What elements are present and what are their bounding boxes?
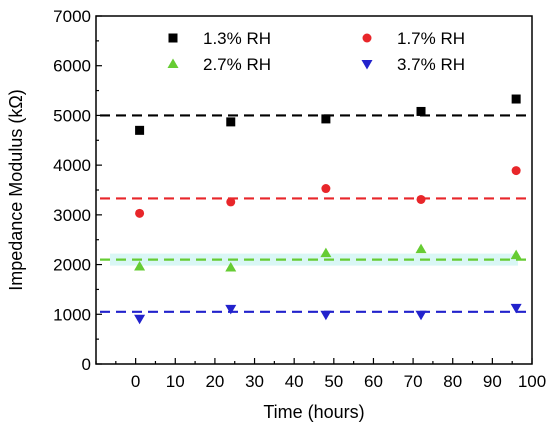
y-axis: 0 1000 2000 3000 4000 5000 6000 7000 xyxy=(53,7,102,374)
legend-label: 1.3% RH xyxy=(203,29,271,48)
x-tick-label: 30 xyxy=(245,372,264,391)
data-point xyxy=(226,117,236,127)
data-point xyxy=(416,194,426,204)
x-tick-label: 50 xyxy=(324,372,343,391)
legend-label: 1.7% RH xyxy=(397,29,465,48)
y-tick-label: 2000 xyxy=(53,256,91,275)
data-point xyxy=(135,208,145,218)
y-tick-label: 0 xyxy=(82,355,91,374)
data-point xyxy=(321,184,331,194)
data-point xyxy=(225,262,237,272)
y-tick-label: 6000 xyxy=(53,57,91,76)
x-tick-label: 80 xyxy=(443,372,462,391)
legend-marker xyxy=(167,58,179,68)
y-tick-label: 1000 xyxy=(53,305,91,324)
data-point xyxy=(134,314,146,325)
data-point xyxy=(511,166,521,176)
data-point xyxy=(416,106,426,116)
legend-marker xyxy=(362,33,372,43)
y-tick-label: 5000 xyxy=(53,106,91,125)
y-axis-title: Impedance Modulus (kΩ) xyxy=(6,89,26,291)
data-point xyxy=(415,310,427,321)
y-tick-label: 4000 xyxy=(53,156,91,175)
data-points-layer xyxy=(134,94,522,325)
data-point xyxy=(415,243,427,254)
data-point xyxy=(510,249,522,260)
x-tick-label: 70 xyxy=(404,372,423,391)
data-point xyxy=(226,197,236,207)
data-point xyxy=(320,310,332,321)
y-tick-label: 3000 xyxy=(53,206,91,225)
legend-marker xyxy=(168,33,178,43)
data-point xyxy=(320,247,332,258)
legend-label: 2.7% RH xyxy=(203,55,271,74)
x-tick-label: 100 xyxy=(518,372,546,391)
x-tick-label: 90 xyxy=(483,372,502,391)
y-tick-label: 7000 xyxy=(53,7,91,26)
x-axis: 0 10 20 30 40 50 60 70 80 90 100 xyxy=(95,358,546,391)
data-point xyxy=(510,303,522,314)
x-tick-label: 40 xyxy=(285,372,304,391)
x-tick-label: 0 xyxy=(131,372,140,391)
legend-marker xyxy=(361,60,373,70)
x-tick-label: 10 xyxy=(166,372,185,391)
legend-label: 3.7% RH xyxy=(397,55,465,74)
data-point xyxy=(135,125,145,135)
reference-lines-layer xyxy=(100,114,528,313)
data-point xyxy=(321,114,331,124)
data-point xyxy=(511,94,521,104)
data-point xyxy=(225,304,237,315)
x-axis-title: Time (hours) xyxy=(263,402,364,422)
legend: 1.3% RH 1.7% RH 2.7% RH 3.7% RH xyxy=(167,29,465,74)
x-tick-label: 60 xyxy=(364,372,383,391)
x-tick-label: 20 xyxy=(205,372,224,391)
data-point xyxy=(134,261,146,271)
